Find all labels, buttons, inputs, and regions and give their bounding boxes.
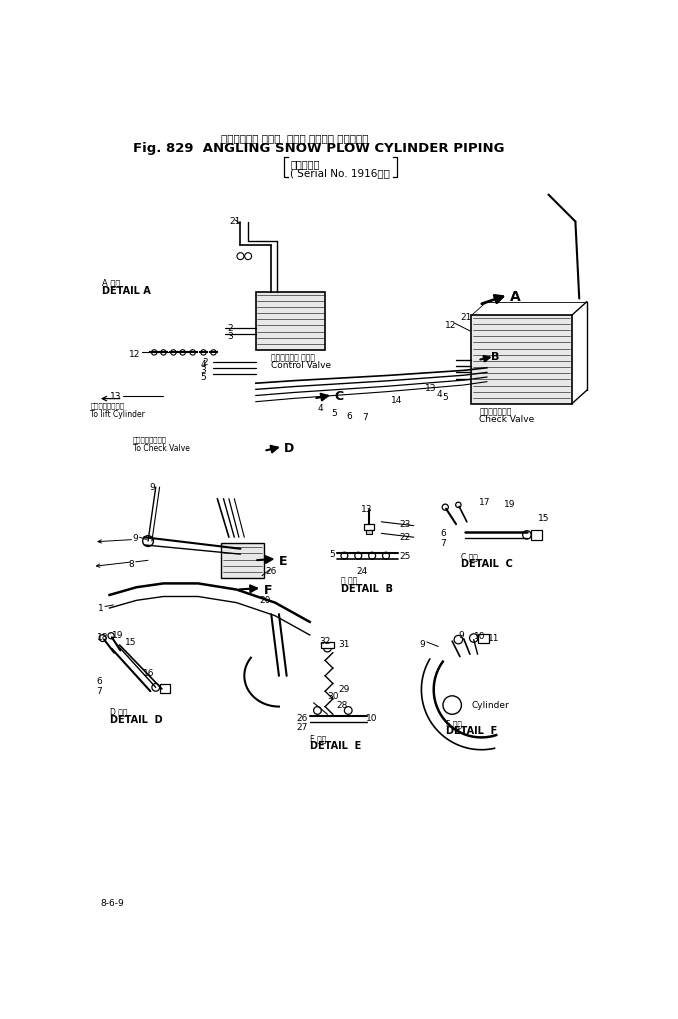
Text: 13: 13 — [425, 384, 437, 392]
Text: 21: 21 — [460, 313, 471, 322]
Text: DETAIL  C: DETAIL C — [462, 558, 513, 569]
Text: 10: 10 — [474, 632, 485, 641]
Text: E 詳細: E 詳細 — [310, 734, 326, 743]
Text: 13: 13 — [110, 391, 121, 400]
Text: 14: 14 — [391, 395, 402, 405]
Text: 21: 21 — [229, 217, 240, 226]
Text: 8-6-9: 8-6-9 — [100, 898, 124, 907]
Text: 6: 6 — [441, 529, 446, 537]
Text: チェックバルブ: チェックバルブ — [479, 407, 511, 416]
Text: 20: 20 — [260, 595, 271, 604]
Text: To lift Cylinder: To lift Cylinder — [90, 410, 145, 419]
Text: チェックバルブへ: チェックバルブへ — [133, 436, 167, 442]
Text: 5: 5 — [329, 549, 335, 558]
Text: 6: 6 — [346, 412, 353, 421]
Text: D: D — [284, 441, 294, 454]
Text: 2: 2 — [202, 358, 207, 367]
Text: 4: 4 — [437, 389, 443, 398]
Text: Fig. 829  ANGLING SNOW PLOW CYLINDER PIPING: Fig. 829 ANGLING SNOW PLOW CYLINDER PIPI… — [133, 143, 504, 155]
Text: D 詳細: D 詳細 — [110, 707, 127, 716]
Text: F 詳細: F 詳細 — [446, 718, 462, 728]
Text: 7: 7 — [441, 538, 446, 547]
Text: 13: 13 — [361, 504, 373, 514]
Text: 4: 4 — [201, 360, 206, 368]
Text: （適用号機: （適用号機 — [290, 159, 320, 169]
Bar — [364, 525, 374, 531]
Text: 5: 5 — [442, 393, 448, 403]
Text: 11: 11 — [487, 634, 499, 643]
Text: 3: 3 — [227, 331, 233, 340]
Text: ( Serial No. 1916～）: ( Serial No. 1916～） — [290, 168, 391, 177]
Text: F: F — [264, 584, 272, 597]
Text: DETAIL A: DETAIL A — [102, 285, 151, 296]
Text: 9: 9 — [150, 482, 155, 491]
Text: コントロール バルブ: コントロール バルブ — [271, 353, 315, 362]
Bar — [159, 684, 170, 693]
Text: 18: 18 — [96, 632, 108, 641]
Text: 19: 19 — [504, 499, 515, 508]
Text: 29: 29 — [338, 684, 350, 693]
Text: 6: 6 — [96, 677, 102, 685]
Text: 9: 9 — [420, 639, 426, 648]
Text: 12: 12 — [445, 321, 456, 330]
Text: 2: 2 — [227, 324, 233, 333]
Text: 32: 32 — [320, 636, 331, 645]
Text: 12: 12 — [129, 350, 140, 359]
Text: 9: 9 — [458, 630, 464, 639]
Text: 25: 25 — [400, 551, 412, 560]
Text: 4: 4 — [317, 404, 323, 413]
Bar — [471, 316, 572, 405]
Bar — [479, 635, 489, 643]
Text: 5: 5 — [201, 372, 206, 381]
Text: 28: 28 — [337, 701, 348, 710]
Bar — [531, 531, 542, 540]
Text: 1: 1 — [98, 603, 104, 612]
Text: 17: 17 — [479, 497, 491, 506]
Text: A: A — [510, 290, 521, 304]
Text: A 詳細: A 詳細 — [102, 277, 120, 286]
Text: リフトシリンダへ: リフトシリンダへ — [90, 403, 124, 409]
Text: 5: 5 — [332, 409, 337, 418]
Text: 26: 26 — [265, 567, 277, 576]
Text: 7: 7 — [96, 686, 102, 695]
Text: 3: 3 — [201, 366, 206, 374]
Text: Control Valve: Control Valve — [271, 361, 332, 370]
Text: C 詳細: C 詳細 — [462, 551, 478, 560]
Text: To Check Valve: To Check Valve — [133, 444, 190, 452]
Text: DETAIL  B: DETAIL B — [340, 583, 393, 593]
Text: アングリング スノウ  プラウ シリンダ パイピング: アングリング スノウ プラウ シリンダ パイピング — [221, 133, 369, 143]
Bar — [321, 642, 334, 648]
Bar — [366, 531, 372, 535]
Text: 24: 24 — [356, 567, 367, 575]
Text: 白 詳細: 白 詳細 — [340, 576, 357, 585]
Text: 22: 22 — [400, 532, 411, 541]
Text: DETAIL  E: DETAIL E — [310, 741, 361, 751]
Text: 16: 16 — [142, 668, 154, 678]
Text: Cylinder: Cylinder — [471, 701, 509, 710]
Text: C: C — [334, 390, 344, 403]
Text: 8: 8 — [129, 559, 134, 569]
Text: 31: 31 — [338, 639, 350, 648]
Text: 30: 30 — [327, 692, 339, 700]
Text: 26: 26 — [297, 713, 308, 722]
Text: 19: 19 — [112, 630, 123, 639]
Text: Check Valve: Check Valve — [479, 415, 534, 424]
Text: DETAIL  F: DETAIL F — [446, 726, 497, 736]
Text: 9: 9 — [133, 534, 138, 543]
Text: E: E — [279, 554, 287, 568]
Text: 27: 27 — [297, 722, 308, 732]
Bar — [256, 293, 325, 351]
Text: DETAIL  D: DETAIL D — [110, 714, 162, 723]
Text: 15: 15 — [125, 638, 136, 647]
Text: 10: 10 — [366, 713, 378, 722]
Text: 23: 23 — [400, 520, 412, 529]
Text: B: B — [491, 352, 499, 362]
Text: 7: 7 — [362, 413, 368, 422]
Text: 15: 15 — [538, 513, 550, 522]
Bar — [221, 544, 264, 579]
